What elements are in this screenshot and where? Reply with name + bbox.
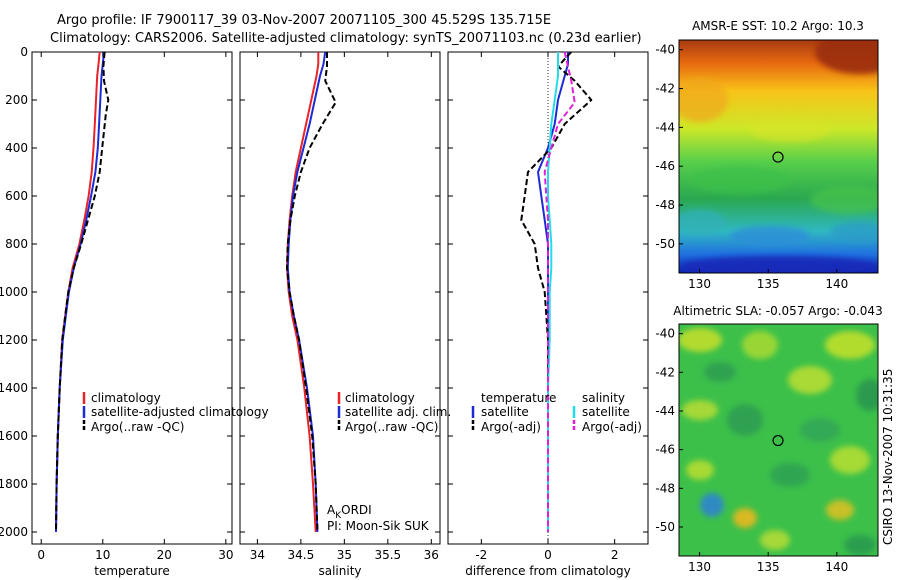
sst-map-axes: 130 135 140 -40 -42 -44 -46 -48 -50 <box>655 43 848 291</box>
series-argo-raw-qc <box>286 52 337 530</box>
depth-tick-label: 600 <box>5 189 28 203</box>
salinity-xlabel: salinity <box>318 564 361 578</box>
sst-map-title: AMSR-E SST: 10.2 Argo: 10.3 <box>692 19 864 33</box>
map-y-tick-label: -44 <box>655 120 675 134</box>
pi-name: PI: Moon-Sik SUK <box>327 519 430 533</box>
salinity-panel <box>239 51 441 545</box>
map-y-tick-label: -40 <box>655 327 675 341</box>
map-y-tick-label: -46 <box>655 443 675 457</box>
depth-tick-label: 1600 <box>0 429 28 443</box>
map-x-tick-label: 130 <box>688 560 711 574</box>
map-x-tick-label: 140 <box>825 560 848 574</box>
map-y-tick-label: -44 <box>655 404 675 418</box>
argo-location-marker <box>772 434 784 447</box>
depth-tick-label: 200 <box>5 93 28 107</box>
series-satellite-adjusted-climatology <box>55 51 105 533</box>
map-x-tick-label: 130 <box>688 277 711 291</box>
legend-label-climatology: climatology <box>345 391 415 405</box>
temperature-xlabel: temperature <box>94 564 169 578</box>
legend-label-climatology: climatology <box>91 391 161 405</box>
map-y-tick-label: -40 <box>655 43 675 57</box>
series-argo-raw-qc <box>55 51 110 530</box>
x-tick-label: 34.5 <box>288 548 315 562</box>
legend-label-sal-argo: Argo(-adj) <box>582 420 642 434</box>
x-tick-label: 20 <box>157 548 172 562</box>
argo-location-marker <box>772 151 784 163</box>
x-tick-label: 35 <box>337 548 352 562</box>
difference-legend: temperature satellite Argo(-adj) salinit… <box>471 391 642 434</box>
difference-xlabel: difference from climatology <box>465 564 631 578</box>
x-tick-label: 2 <box>611 548 619 562</box>
series-salinity-argo-adj <box>543 51 576 532</box>
float-name: AKORDI <box>327 503 372 521</box>
map-y-tick-label: -46 <box>655 159 675 173</box>
legend-label-satellite: satellite-adjusted climatology <box>91 405 269 419</box>
depth-tick-label: 1200 <box>0 333 28 347</box>
sst-map-frame <box>678 39 879 274</box>
salinity-legend: climatology satellite adj. clim. Argo(..… <box>337 391 451 434</box>
depth-tick-label: 400 <box>5 141 28 155</box>
x-tick-label: 0 <box>37 548 45 562</box>
legend-label-temp-satellite: satellite <box>481 405 529 419</box>
sst-map-image <box>679 40 878 273</box>
x-tick-label: 30 <box>218 548 233 562</box>
map-y-tick-label: -42 <box>655 365 675 379</box>
difference-plot: -2 0 2 <box>448 51 648 562</box>
map-y-tick-label: -50 <box>655 237 675 251</box>
depth-tick-label: 1400 <box>0 381 28 395</box>
depth-axis: 0 200 400 600 800 1000 1200 1400 1600 1800 2000 <box>0 45 28 539</box>
x-tick-label: -2 <box>475 548 487 562</box>
map-y-tick-label: -48 <box>655 198 675 212</box>
salinity-plot: 34 34.5 35 35.5 36 <box>240 51 440 562</box>
depth-tick-label: 1800 <box>0 477 28 491</box>
depth-tick-label: 2000 <box>0 525 28 539</box>
legend-label-sal-satellite: satellite <box>582 405 630 419</box>
sla-map-title: Altimetric SLA: -0.057 Argo: -0.043 <box>673 304 882 318</box>
map-x-tick-label: 140 <box>825 277 848 291</box>
figure-title-line2: Climatology: CARS2006. Satellite-adjuste… <box>50 31 642 46</box>
legend-title-temperature: temperature <box>481 391 556 405</box>
depth-tick-label: 800 <box>5 237 28 251</box>
x-tick-label: 34 <box>250 548 265 562</box>
temperature-legend: climatology satellite-adjusted climatolo… <box>82 391 269 434</box>
map-y-tick-label: -42 <box>655 82 675 96</box>
temperature-panel <box>31 51 233 545</box>
side-timestamp: CSIRO 13-Nov-2007 10:31:35 <box>881 369 895 545</box>
x-tick-label: 10 <box>95 548 110 562</box>
temperature-plot: 0 10 20 30 <box>32 51 233 562</box>
x-tick-label: 36 <box>424 548 439 562</box>
map-y-tick-label: -50 <box>655 520 675 534</box>
x-tick-label: 0 <box>544 548 552 562</box>
sla-map-image <box>679 324 878 556</box>
map-x-tick-label: 135 <box>757 560 780 574</box>
sla-map-axes: 130 135 140 -40 -42 -44 -46 -48 -50 <box>655 327 848 574</box>
map-x-tick-label: 135 <box>757 277 780 291</box>
legend-label-temp-argo: Argo(-adj) <box>481 420 541 434</box>
x-tick-label: 35.5 <box>374 548 401 562</box>
depth-tick-label: 1000 <box>0 285 28 299</box>
map-y-tick-label: -48 <box>655 481 675 495</box>
figure-title-line1: Argo profile: IF 7900117_39 03-Nov-2007 … <box>57 13 551 28</box>
legend-label-argo: Argo(..raw -QC) <box>91 420 184 434</box>
sla-map-frame <box>678 323 879 557</box>
depth-tick-label: 0 <box>20 45 28 59</box>
legend-label-argo: Argo(..raw -QC) <box>345 420 438 434</box>
legend-label-satellite: satellite adj. clim. <box>345 405 451 419</box>
legend-title-salinity: salinity <box>582 391 625 405</box>
